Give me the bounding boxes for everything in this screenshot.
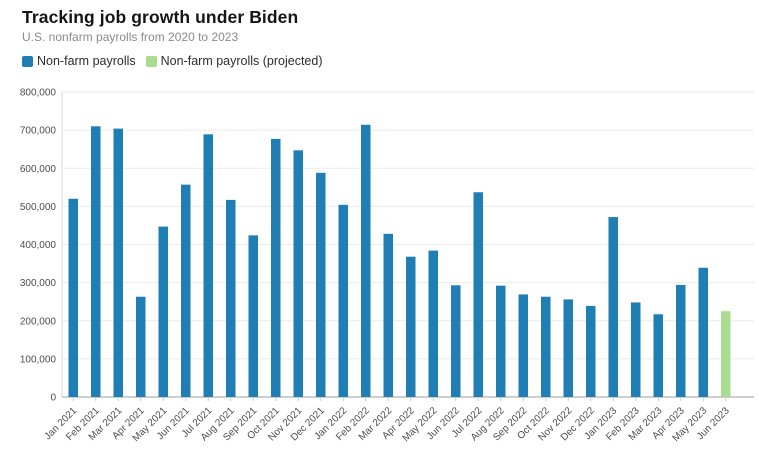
- bar-feb-2021[interactable]: [91, 126, 101, 397]
- bar-aug-2022[interactable]: [496, 285, 506, 397]
- bar-nov-2022[interactable]: [563, 299, 574, 397]
- y-tick-label: 800,000: [20, 88, 57, 99]
- bar-mar-2022[interactable]: [383, 233, 394, 397]
- bar-sep-2022[interactable]: [518, 294, 529, 397]
- payrolls-bar-chart: 0 100,000 200,000 300,000 400,000 500,000 600,…: [20, 88, 754, 444]
- bar-aug-2021[interactable]: [226, 199, 236, 397]
- bar-dec-2022[interactable]: [586, 305, 596, 397]
- bar-jun-2022[interactable]: [451, 285, 461, 397]
- bar-apr-2022[interactable]: [406, 256, 416, 397]
- bar-nov-2021[interactable]: [293, 150, 304, 397]
- bar-jan-2023[interactable]: [608, 217, 619, 397]
- legend-item-non-farm-payrolls: Non-farm payrolls: [22, 54, 136, 68]
- y-tick-label: 600,000: [20, 164, 57, 175]
- bar-jan-2021[interactable]: [68, 198, 79, 397]
- chart-legend: Non-farm payrolls Non-farm payrolls (proj…: [22, 54, 323, 68]
- bar-dec-2021[interactable]: [316, 172, 326, 397]
- bar-oct-2022[interactable]: [541, 296, 551, 397]
- y-tick-label: 500,000: [20, 202, 57, 213]
- bar-oct-2021[interactable]: [271, 138, 281, 398]
- bar-may-2021[interactable]: [158, 226, 169, 397]
- y-tick-label: 100,000: [20, 354, 57, 365]
- bar-apr-2021[interactable]: [136, 296, 146, 397]
- square-swatch-icon: [22, 55, 33, 67]
- bar-jul-2022[interactable]: [473, 192, 484, 397]
- y-tick-label: 200,000: [20, 316, 57, 327]
- bar-jun-2023[interactable]: [721, 311, 731, 397]
- bar-may-2022[interactable]: [428, 250, 439, 397]
- legend-label: Non-farm payrolls: [37, 54, 136, 68]
- bar-apr-2023[interactable]: [676, 284, 686, 397]
- bar-jul-2021[interactable]: [203, 134, 214, 397]
- bar-jan-2022[interactable]: [338, 204, 349, 397]
- y-tick-label: 300,000: [20, 278, 57, 289]
- bar-mar-2023[interactable]: [653, 314, 664, 397]
- bar-feb-2022[interactable]: [361, 124, 371, 397]
- bar-sep-2021[interactable]: [248, 235, 259, 397]
- bar-may-2023[interactable]: [698, 267, 709, 397]
- y-tick-label: 700,000: [20, 126, 57, 137]
- chart-title: Tracking job growth under Biden: [22, 7, 299, 27]
- square-swatch-icon: [145, 55, 157, 67]
- chart-subtitle: U.S. nonfarm payrolls from 2020 to 2023: [22, 30, 239, 44]
- bar-mar-2021[interactable]: [113, 128, 124, 397]
- bar-jun-2021[interactable]: [181, 184, 191, 397]
- legend-item-non-farm-payrolls-projected: Non-farm payrolls (projected): [145, 54, 323, 68]
- legend-label: Non-farm payrolls (projected): [160, 54, 323, 68]
- bar-feb-2023[interactable]: [631, 302, 641, 397]
- y-tick-label: 0: [50, 393, 56, 404]
- y-tick-label: 400,000: [20, 240, 57, 251]
